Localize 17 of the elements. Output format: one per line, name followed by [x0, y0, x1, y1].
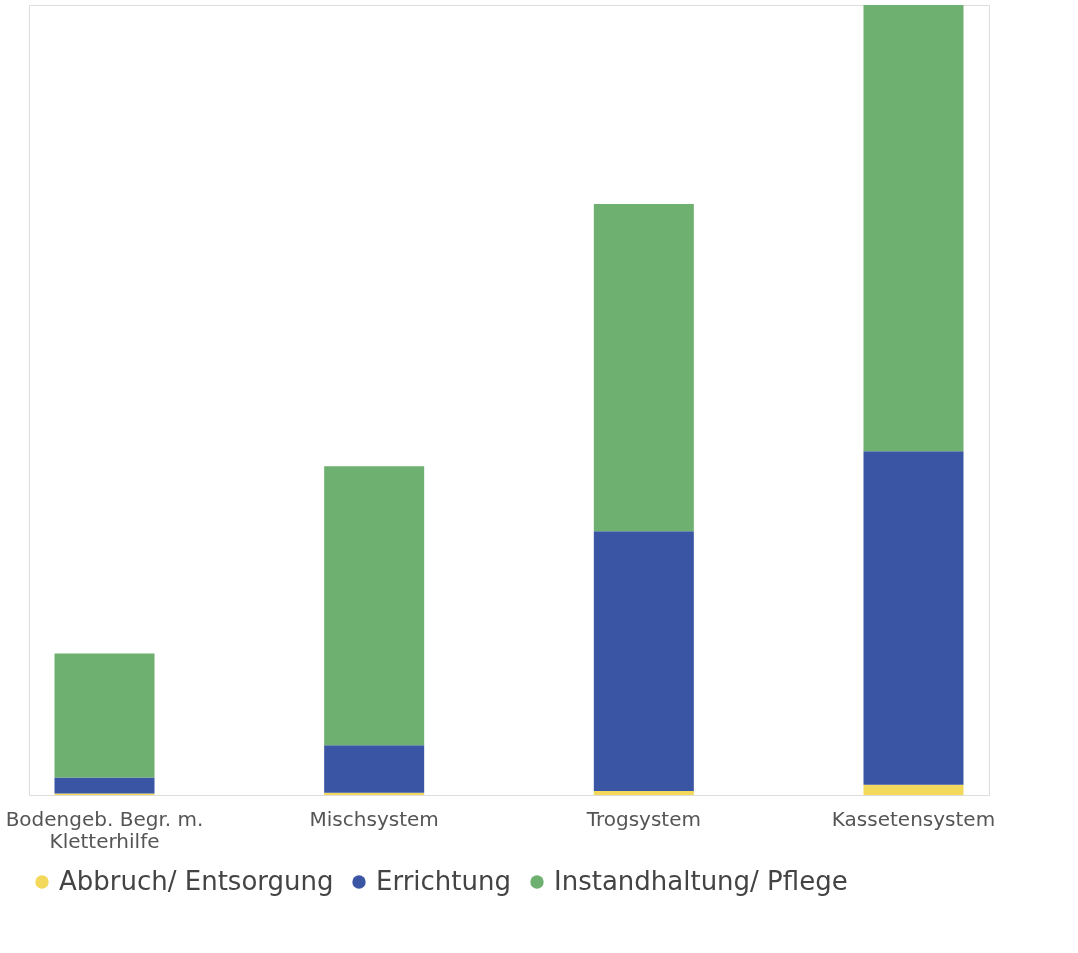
- x-tick-label: Mischsystem: [309, 806, 439, 831]
- bar: [863, 784, 964, 795]
- x-tick-label: Bodengeb. Begr. m. Kletterhilfe: [5, 806, 204, 853]
- bar: [324, 466, 425, 746]
- bar: [863, 451, 964, 785]
- legend-label: Instandhaltung/ Pflege: [554, 866, 848, 896]
- x-tick-label: Trogsystem: [585, 806, 701, 831]
- bar: [54, 653, 155, 778]
- bar: [863, 5, 964, 452]
- legend-label: Abbruch/ Entsorgung: [59, 866, 334, 896]
- bar: [324, 745, 425, 793]
- legend-label: Errichtung: [376, 866, 512, 896]
- bar: [593, 791, 694, 795]
- bar: [593, 204, 694, 532]
- bar: [54, 777, 155, 794]
- x-tick-label: Kassetensystem: [831, 806, 996, 831]
- bar: [593, 531, 694, 792]
